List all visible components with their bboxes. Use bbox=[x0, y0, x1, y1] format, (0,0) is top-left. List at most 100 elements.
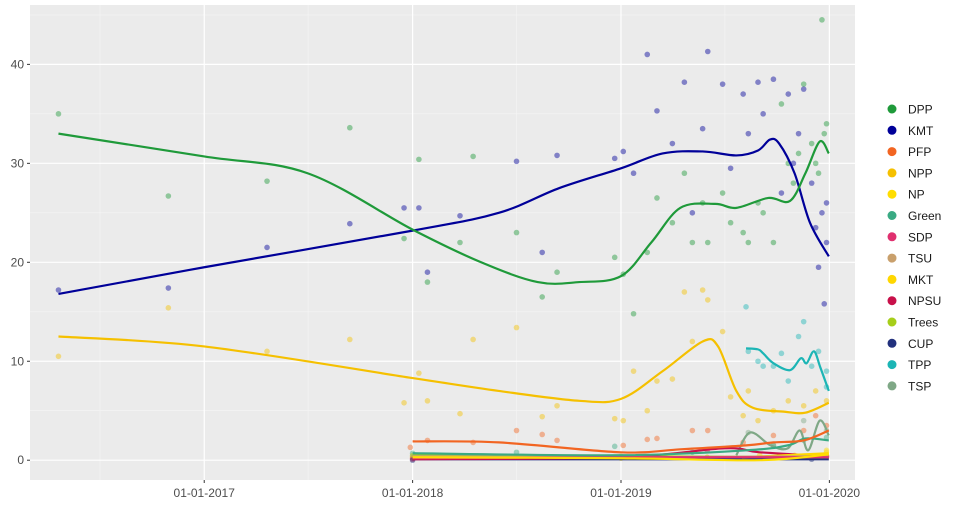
data-point-kmt bbox=[55, 287, 62, 293]
legend-key-sdp bbox=[887, 232, 897, 242]
data-point-dpp bbox=[795, 150, 802, 157]
data-point-pfp bbox=[704, 427, 711, 434]
y-tick-label: 0 bbox=[17, 453, 24, 467]
data-point-kmt bbox=[785, 91, 792, 97]
data-point-kmt bbox=[819, 210, 825, 216]
data-point-kmt bbox=[795, 130, 802, 137]
data-point-kmt bbox=[812, 224, 819, 231]
data-point-kmt bbox=[808, 180, 815, 186]
data-point-dpp bbox=[539, 294, 546, 300]
legend-key-trees bbox=[887, 317, 897, 327]
data-point-npp bbox=[740, 412, 746, 419]
smooth-line-dpp bbox=[58, 132, 830, 285]
data-point-tpp bbox=[785, 378, 792, 384]
smooth-line-np bbox=[412, 453, 829, 462]
data-point-dpp bbox=[689, 239, 696, 246]
legend-label: MKT bbox=[908, 273, 934, 287]
data-point-npp bbox=[416, 370, 422, 376]
data-point-pfp bbox=[812, 412, 819, 419]
legend-label: SDP bbox=[908, 230, 933, 244]
data-point-npp bbox=[264, 348, 270, 355]
data-point-tpp bbox=[823, 368, 830, 374]
data-point-kmt bbox=[681, 79, 688, 85]
data-point-kmt bbox=[689, 210, 696, 216]
legend-label: KMT bbox=[908, 124, 934, 138]
data-point-pfp bbox=[800, 427, 807, 434]
data-point-kmt bbox=[539, 249, 546, 256]
data-point-tpp bbox=[795, 333, 802, 340]
legend-label: TSP bbox=[908, 379, 931, 393]
data-point-npp bbox=[620, 417, 627, 424]
data-point-kmt bbox=[823, 239, 830, 246]
data-point-kmt bbox=[611, 155, 618, 162]
data-point-kmt bbox=[654, 108, 660, 114]
x-tick-label: 01-01-2018 bbox=[382, 486, 444, 500]
x-tick-label: 01-01-2019 bbox=[590, 486, 652, 500]
legend: DPP KMT PFP NPP NP Green SDP TSU MKT NPSU Trees CUP… bbox=[887, 103, 941, 393]
data-point-pfp bbox=[554, 437, 560, 444]
data-point-kmt bbox=[513, 158, 520, 165]
data-point-kmt bbox=[699, 125, 706, 132]
data-point-dpp bbox=[470, 153, 476, 160]
data-point-tpp bbox=[778, 350, 785, 357]
x-tick-label: 01-01-2017 bbox=[174, 486, 236, 500]
data-point-kmt bbox=[669, 140, 676, 147]
data-point-pfp bbox=[689, 427, 696, 434]
legend-key-mkt bbox=[887, 274, 897, 284]
data-point-dpp bbox=[630, 310, 637, 317]
legend-label: Trees bbox=[908, 316, 938, 330]
smooth-line-npp bbox=[58, 335, 830, 415]
data-point-npp bbox=[539, 413, 546, 420]
data-point-dpp bbox=[55, 111, 62, 117]
data-point-tpp bbox=[808, 363, 815, 369]
data-point-pfp bbox=[654, 435, 660, 442]
data-point-npp bbox=[347, 336, 353, 343]
gridlines bbox=[30, 5, 855, 480]
data-point-dpp bbox=[513, 229, 520, 236]
data-point-green bbox=[611, 443, 618, 450]
data-point-kmt bbox=[347, 220, 353, 227]
data-point-dpp bbox=[790, 180, 797, 186]
data-point-dpp bbox=[416, 156, 422, 163]
data-point-dpp bbox=[669, 219, 676, 226]
data-point-dpp bbox=[401, 235, 407, 242]
data-point-npp bbox=[457, 410, 463, 417]
legend-label: NP bbox=[908, 188, 925, 202]
data-point-kmt bbox=[719, 81, 726, 87]
data-point-kmt bbox=[800, 86, 807, 92]
data-point-npp bbox=[800, 402, 807, 409]
data-point-pfp bbox=[770, 432, 777, 439]
data-point-npp bbox=[812, 388, 819, 394]
smooth-line-green bbox=[412, 437, 829, 457]
data-point-kmt bbox=[704, 48, 711, 55]
data-point-dpp bbox=[654, 195, 660, 201]
data-point-tpp bbox=[745, 348, 752, 355]
data-point-kmt bbox=[401, 205, 407, 211]
data-point-kmt bbox=[644, 51, 651, 58]
data-point-npp bbox=[699, 287, 706, 293]
data-point-npp bbox=[689, 338, 696, 345]
legend-label: NPP bbox=[908, 166, 933, 180]
legend-key-tsu bbox=[887, 253, 897, 263]
data-point-pfp bbox=[644, 436, 651, 443]
data-point-dpp bbox=[264, 178, 270, 184]
data-point-tpp bbox=[760, 363, 766, 369]
data-point-kmt bbox=[778, 190, 785, 196]
legend-label: DPP bbox=[908, 103, 933, 117]
smooth-lines bbox=[58, 132, 830, 462]
data-point-dpp bbox=[165, 193, 172, 199]
data-point-npp bbox=[470, 336, 476, 343]
data-point-npp bbox=[654, 378, 660, 384]
legend-label: CUP bbox=[908, 337, 933, 351]
legend-key-pfp bbox=[887, 147, 897, 157]
data-point-dpp bbox=[760, 210, 766, 216]
data-point-np bbox=[823, 447, 830, 454]
smooth-line-pfp bbox=[412, 429, 830, 454]
data-point-dpp bbox=[800, 81, 807, 87]
legend-key-npsu bbox=[887, 296, 897, 306]
data-point-tpp bbox=[800, 318, 807, 325]
legend-key-np bbox=[887, 189, 897, 199]
legend-label: PFP bbox=[908, 145, 931, 159]
data-point-npp bbox=[424, 398, 431, 404]
data-point-dpp bbox=[808, 140, 815, 147]
